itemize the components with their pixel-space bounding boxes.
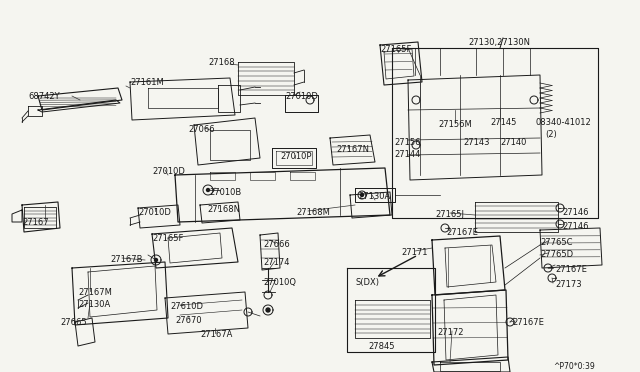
Text: 27165F: 27165F — [152, 234, 184, 243]
Text: 27167: 27167 — [22, 218, 49, 227]
Text: 27167A: 27167A — [200, 330, 232, 339]
Text: 27168M: 27168M — [296, 208, 330, 217]
Text: 27168N: 27168N — [207, 205, 240, 214]
Text: 27146: 27146 — [562, 222, 589, 231]
Text: 27010D: 27010D — [152, 167, 185, 176]
Text: 27171: 27171 — [401, 248, 428, 257]
Text: 27130A: 27130A — [358, 192, 390, 201]
Text: 27845: 27845 — [368, 342, 394, 351]
Text: 27146: 27146 — [562, 208, 589, 217]
Polygon shape — [360, 193, 364, 196]
Text: 27167E: 27167E — [446, 228, 478, 237]
Text: 27010D: 27010D — [138, 208, 171, 217]
Text: 68742Y: 68742Y — [28, 92, 60, 101]
Text: 27143: 27143 — [463, 138, 490, 147]
Text: 08340-41012: 08340-41012 — [536, 118, 592, 127]
Text: S(DX): S(DX) — [356, 278, 380, 287]
Text: 27066: 27066 — [188, 125, 214, 134]
Text: 27161M: 27161M — [130, 78, 164, 87]
Text: ^P70*0:39: ^P70*0:39 — [553, 362, 595, 371]
Text: 27167E: 27167E — [555, 265, 587, 274]
Text: 27666: 27666 — [263, 240, 290, 249]
Text: 27145: 27145 — [490, 118, 516, 127]
Text: 27168: 27168 — [208, 58, 235, 67]
Text: 27173: 27173 — [555, 280, 582, 289]
Polygon shape — [266, 308, 270, 312]
Text: 27156: 27156 — [394, 138, 420, 147]
Text: 27670: 27670 — [175, 316, 202, 325]
Text: 27167N: 27167N — [336, 145, 369, 154]
Text: 27010P: 27010P — [280, 152, 312, 161]
Text: 27167B: 27167B — [110, 255, 143, 264]
Text: 27130,27130N: 27130,27130N — [468, 38, 530, 47]
Text: 27156M: 27156M — [438, 120, 472, 129]
Text: 27130A: 27130A — [78, 300, 110, 309]
Text: 27165J: 27165J — [435, 210, 464, 219]
Text: 27174: 27174 — [263, 258, 289, 267]
Polygon shape — [207, 189, 209, 192]
Text: 27167M: 27167M — [78, 288, 112, 297]
Text: 27010Q: 27010Q — [263, 278, 296, 287]
Text: 27010D: 27010D — [285, 92, 318, 101]
Text: 27765C: 27765C — [540, 238, 573, 247]
Text: 27665: 27665 — [60, 318, 86, 327]
Text: 27765D: 27765D — [540, 250, 573, 259]
Text: (2): (2) — [545, 130, 557, 139]
Text: 27165F: 27165F — [380, 45, 412, 54]
Text: 27010B: 27010B — [209, 188, 241, 197]
Text: 27167E: 27167E — [512, 318, 544, 327]
Text: 27144: 27144 — [394, 150, 420, 159]
Text: 27610D: 27610D — [170, 302, 203, 311]
Text: 27140: 27140 — [500, 138, 526, 147]
Text: 27172: 27172 — [437, 328, 463, 337]
Polygon shape — [154, 259, 157, 262]
